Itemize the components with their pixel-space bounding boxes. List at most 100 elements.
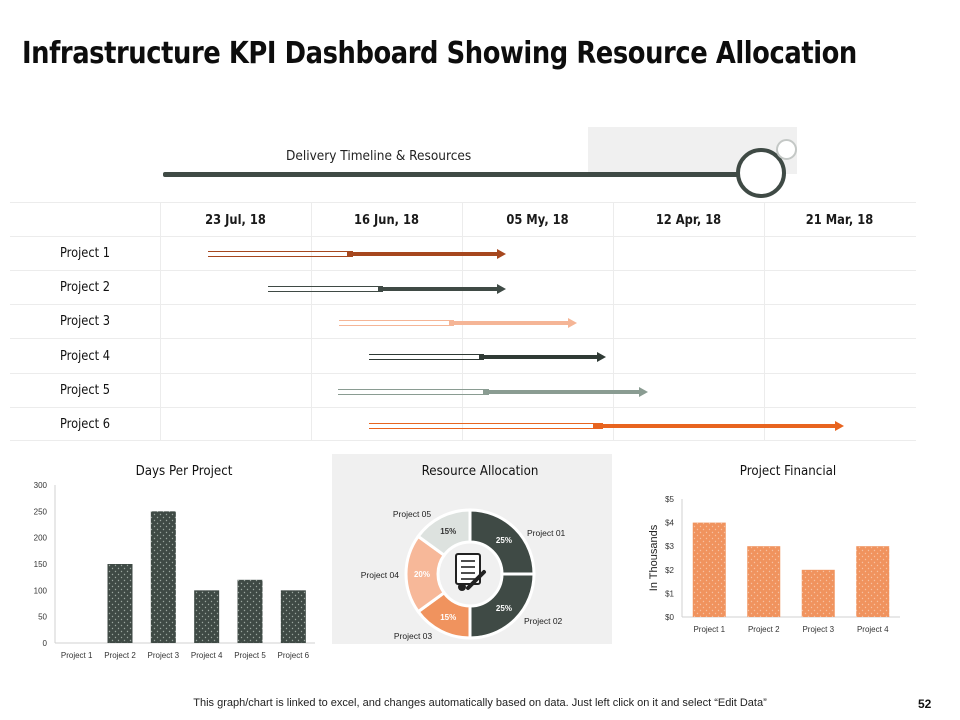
donut-slice-project-01	[468, 508, 536, 576]
gantt-gridline	[10, 236, 916, 237]
donut-value-label: 25%	[496, 604, 512, 613]
gantt-bar-line	[338, 389, 489, 390]
panel-separator	[604, 454, 612, 644]
donut-slice-project-02	[468, 572, 536, 640]
gantt-gridline	[10, 407, 916, 408]
gantt-bar-line	[268, 286, 383, 287]
gantt-bar-project-6	[369, 421, 844, 431]
y-axis-label: In Thousands	[648, 524, 660, 591]
y-tick-label: 100	[34, 586, 48, 595]
gantt-bar-line	[208, 256, 353, 257]
gantt-date-header: 16 Jun, 18	[354, 212, 419, 228]
bar-project-3	[150, 511, 176, 643]
donut-category-label: Project 01	[527, 528, 566, 538]
gantt-gridline	[613, 202, 614, 440]
gantt-bar-line	[338, 394, 489, 395]
gantt-date-header: 23 Jul, 18	[205, 212, 266, 228]
y-tick-label: $4	[665, 519, 674, 528]
donut-slice-project-05	[416, 508, 472, 558]
y-tick-label: $2	[665, 566, 674, 575]
y-tick-label: $3	[665, 542, 674, 551]
y-tick-label: 200	[34, 534, 48, 543]
x-tick-label: Project 1	[693, 625, 725, 634]
days-chart-title: Days Per Project	[135, 463, 233, 479]
gantt-gridline	[10, 440, 916, 441]
gantt-bar-project-1	[208, 249, 506, 259]
panel-separator	[332, 454, 340, 644]
gantt-project-label: Project 5	[59, 383, 111, 398]
gantt-project-label: Project 3	[59, 314, 111, 329]
y-tick-label: 0	[43, 639, 48, 648]
gantt-bar-arrowhead	[568, 318, 577, 328]
donut-category-label: Project 02	[524, 616, 563, 626]
x-tick-label: Project 5	[234, 651, 266, 660]
gantt-table: 23 Jul, 18 16 Jun, 18 05 My, 18 12 Apr, …	[10, 202, 916, 441]
page-number: 52	[918, 697, 932, 711]
gantt-bar-arrowhead	[639, 387, 648, 397]
gantt-date-header: 21 Mar, 18	[805, 212, 874, 228]
gantt-project-label: Project 2	[59, 280, 111, 295]
donut-value-label: 15%	[440, 613, 456, 622]
x-tick-label: Project 3	[802, 625, 834, 634]
gantt-bar-fill	[378, 287, 498, 291]
y-tick-label: $0	[665, 613, 674, 622]
x-tick-label: Project 2	[748, 625, 780, 634]
gantt-gridline	[10, 304, 916, 305]
gantt-bar-arrowhead	[497, 249, 506, 259]
gantt-gridline	[10, 270, 916, 271]
gantt-project-label: Project 4	[59, 349, 111, 364]
document-icon-seal	[458, 583, 466, 591]
gantt-date-header: 05 My, 18	[506, 212, 569, 228]
page-title: Infrastructure KPI Dashboard Showing Res…	[22, 36, 857, 71]
bar-project-2	[747, 546, 781, 617]
gantt-bar-line	[369, 354, 484, 355]
bar-project-4	[856, 546, 890, 617]
donut-value-label: 20%	[414, 570, 430, 579]
gantt-bar-project-4	[369, 352, 606, 362]
y-tick-label: $1	[665, 589, 674, 598]
gantt-bar-line	[369, 359, 484, 360]
gantt-bar-arrowhead	[835, 421, 844, 431]
bar-project-4	[194, 590, 220, 643]
gantt-bar-line	[268, 291, 383, 292]
x-tick-label: Project 3	[148, 651, 180, 660]
pen-icon	[466, 570, 486, 590]
bar-project-6	[280, 590, 306, 643]
gantt-project-label: Project 1	[59, 246, 111, 261]
gantt-gridline	[311, 202, 312, 440]
x-tick-label: Project 1	[61, 651, 93, 660]
donut-value-label: 15%	[440, 527, 456, 536]
gantt-bar-line	[369, 423, 603, 424]
bar-project-3	[801, 569, 835, 617]
footer-note: This graph/chart is linked to excel, and…	[193, 697, 767, 709]
gantt-bar-project-3	[339, 318, 577, 328]
gantt-bar-line	[339, 320, 454, 321]
donut-category-label: Project 04	[361, 570, 400, 580]
bar-project-2	[107, 564, 133, 643]
donut-category-label: Project 05	[393, 509, 432, 519]
gantt-gridline	[764, 202, 765, 440]
y-tick-label: 300	[34, 481, 48, 490]
timeline-title: Delivery Timeline & Resources	[286, 148, 472, 164]
gantt-bar-fill	[593, 424, 836, 428]
gantt-date-header: 12 Apr, 18	[655, 212, 722, 228]
gantt-bar-fill	[479, 355, 598, 359]
y-tick-label: 150	[34, 560, 48, 569]
financial-chart-title: Project Financial	[739, 463, 837, 479]
gantt-bar-line	[339, 325, 454, 326]
gantt-gridline	[160, 202, 161, 440]
bar-project-5	[237, 579, 263, 643]
y-tick-label: 50	[38, 613, 47, 622]
gantt-gridline	[10, 338, 916, 339]
gantt-project-label: Project 6	[59, 417, 111, 432]
gantt-bar-project-5	[338, 387, 648, 397]
timeline-ring-small	[776, 139, 797, 160]
gantt-gridline	[10, 373, 916, 374]
gantt-bar-fill	[483, 390, 640, 394]
timeline-line	[163, 172, 743, 177]
bar-project-1	[692, 522, 726, 617]
y-tick-label: $5	[665, 495, 674, 504]
